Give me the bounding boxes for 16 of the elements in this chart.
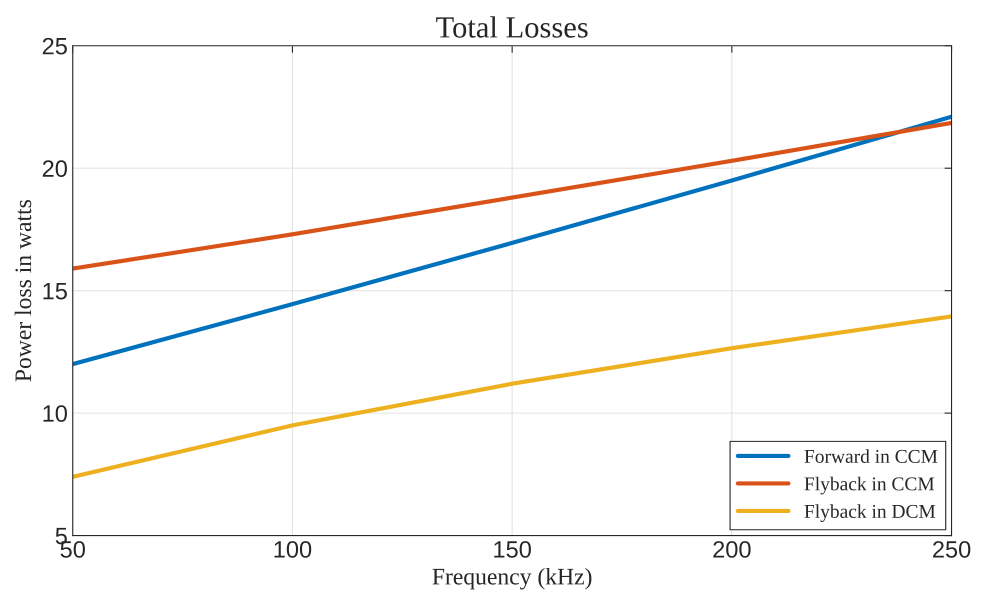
y-tick-label: 10 (43, 405, 67, 422)
y-tick-label: 20 (42, 160, 67, 177)
line-series (72, 120, 952, 271)
legend-label: Forward in CCM (804, 449, 938, 463)
x-tick-label: 100 (274, 541, 312, 558)
y-axis-title: Power loss in watts (14, 200, 32, 382)
x-tick-label: 200 (713, 541, 751, 558)
x-axis-title: Frequency (kHz) (432, 568, 592, 590)
line-series (72, 114, 952, 366)
y-tick-label: 25 (42, 38, 67, 55)
y-tick-label: 15 (43, 282, 67, 300)
x-tick-label: 150 (494, 541, 531, 558)
x-tick-label: 250 (933, 541, 970, 558)
chart-title: Total Losses (436, 16, 588, 38)
legend-label: Flyback in CCM (804, 476, 934, 494)
legend-label: Flyback in DCM (804, 504, 936, 522)
